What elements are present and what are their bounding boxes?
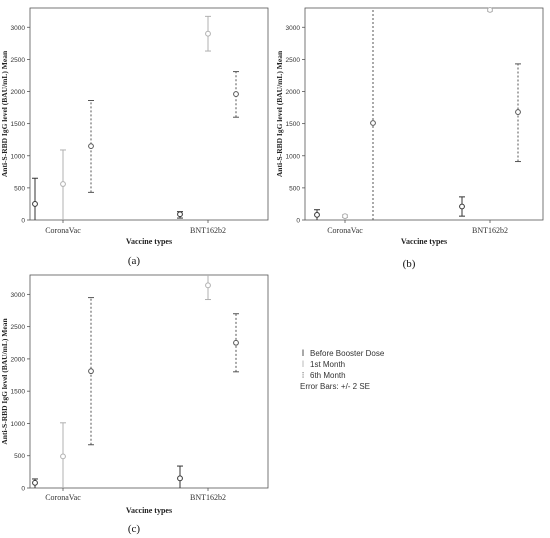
x-tick-label: CoronaVac	[327, 226, 363, 235]
chart-panel-1: 0 500 1000 1500 2000 2500 3000 CoronaVac BNT162b…	[275, 7, 544, 270]
y-tick-label: 2500	[286, 57, 301, 64]
y-tick-label: 0	[21, 218, 25, 225]
mean-point-0	[32, 479, 38, 486]
mean-point-0	[177, 211, 183, 218]
y-tick-label: 2500	[11, 57, 26, 64]
mean-point-2	[88, 368, 94, 375]
legend-first-month-icon: I	[301, 359, 305, 369]
x-axis-label: Vaccine types	[401, 237, 447, 246]
mean-point-2	[233, 339, 239, 346]
mean-point-1	[205, 30, 211, 37]
legend-first-month-label: 1st Month	[310, 360, 346, 369]
x-axis-label: Vaccine types	[126, 237, 172, 246]
x-tick-label: CoronaVac	[45, 226, 81, 235]
y-tick-label: 2000	[286, 89, 301, 96]
x-tick-label: BNT162b2	[472, 226, 508, 235]
y-axis-label: Anti-S-RBD IgG level (BAU/mL) Mean	[0, 318, 9, 445]
mean-point-2	[515, 109, 521, 115]
y-tick-label: 0	[296, 218, 300, 225]
panel-label: (b)	[403, 258, 416, 270]
y-axis-label: Anti-S-RBD IgG level (BAU/mL) Mean	[0, 50, 9, 177]
chart-panel-2: 0 500 1000 1500 2000 2500 3000 CoronaVac BNT162b…	[0, 274, 269, 535]
y-tick-label: 500	[14, 185, 25, 192]
mean-point-0	[177, 475, 183, 482]
y-tick-label: 1000	[11, 153, 26, 160]
legend-note-row: Error Bars: +/- 2 SE	[300, 381, 384, 392]
y-tick-label: 500	[289, 185, 300, 192]
legend-item-before: I Before Booster Dose	[300, 348, 385, 359]
y-tick-label: 2500	[11, 324, 26, 331]
legend-item-sixth-month: ⁝ 6th Month	[300, 370, 384, 381]
mean-point-1	[60, 181, 66, 187]
y-axis-label: Anti-S-RBD IgG level (BAU/mL) Mean	[275, 50, 284, 177]
legend-before-label: Before Booster Dose	[310, 349, 385, 358]
panel-label: (a)	[128, 255, 141, 267]
mean-point-0	[314, 211, 320, 218]
mean-point-2	[88, 143, 94, 150]
mean-point-2	[370, 120, 376, 126]
legend-note: Error Bars: +/- 2 SE	[300, 382, 371, 391]
mean-point-1	[205, 282, 211, 289]
y-tick-label: 2000	[11, 89, 26, 96]
y-tick-label: 1000	[286, 153, 301, 160]
panel-label: (c)	[128, 523, 141, 535]
mean-point-1	[487, 7, 493, 13]
legend-sixth-month-icon: ⁝	[301, 370, 305, 380]
x-axis-label: Vaccine types	[126, 506, 172, 515]
y-tick-label: 1500	[11, 121, 26, 128]
x-tick-label: BNT162b2	[190, 493, 226, 502]
legend-item-first-month: I 1st Month	[300, 359, 384, 370]
mean-point-0	[459, 203, 465, 210]
legend-before-icon: I	[301, 348, 305, 358]
mean-point-2	[233, 91, 239, 97]
y-tick-label: 3000	[11, 292, 26, 299]
mean-point-1	[60, 453, 66, 460]
y-tick-label: 3000	[286, 25, 301, 32]
x-tick-label: BNT162b2	[190, 226, 226, 235]
mean-point-0	[32, 201, 38, 207]
x-tick-label: CoronaVac	[45, 493, 81, 502]
legend: I Before Booster Dose I 1st Month ⁝ 6th …	[300, 348, 384, 392]
legend-sixth-month-label: 6th Month	[310, 371, 346, 380]
plot-frame	[29, 274, 269, 489]
mean-point-1	[342, 213, 348, 220]
y-tick-label: 500	[14, 453, 25, 460]
y-tick-label: 1000	[11, 421, 26, 428]
y-tick-label: 1500	[286, 121, 301, 128]
y-tick-label: 2000	[11, 356, 26, 363]
chart-panel-0: 0 500 1000 1500 2000 2500 3000 CoronaVac BNT162b…	[0, 7, 269, 267]
plot-frame	[29, 7, 269, 221]
y-tick-label: 1500	[11, 389, 26, 396]
plot-frame	[304, 7, 544, 221]
y-tick-label: 3000	[11, 25, 26, 32]
y-tick-label: 0	[21, 486, 25, 493]
